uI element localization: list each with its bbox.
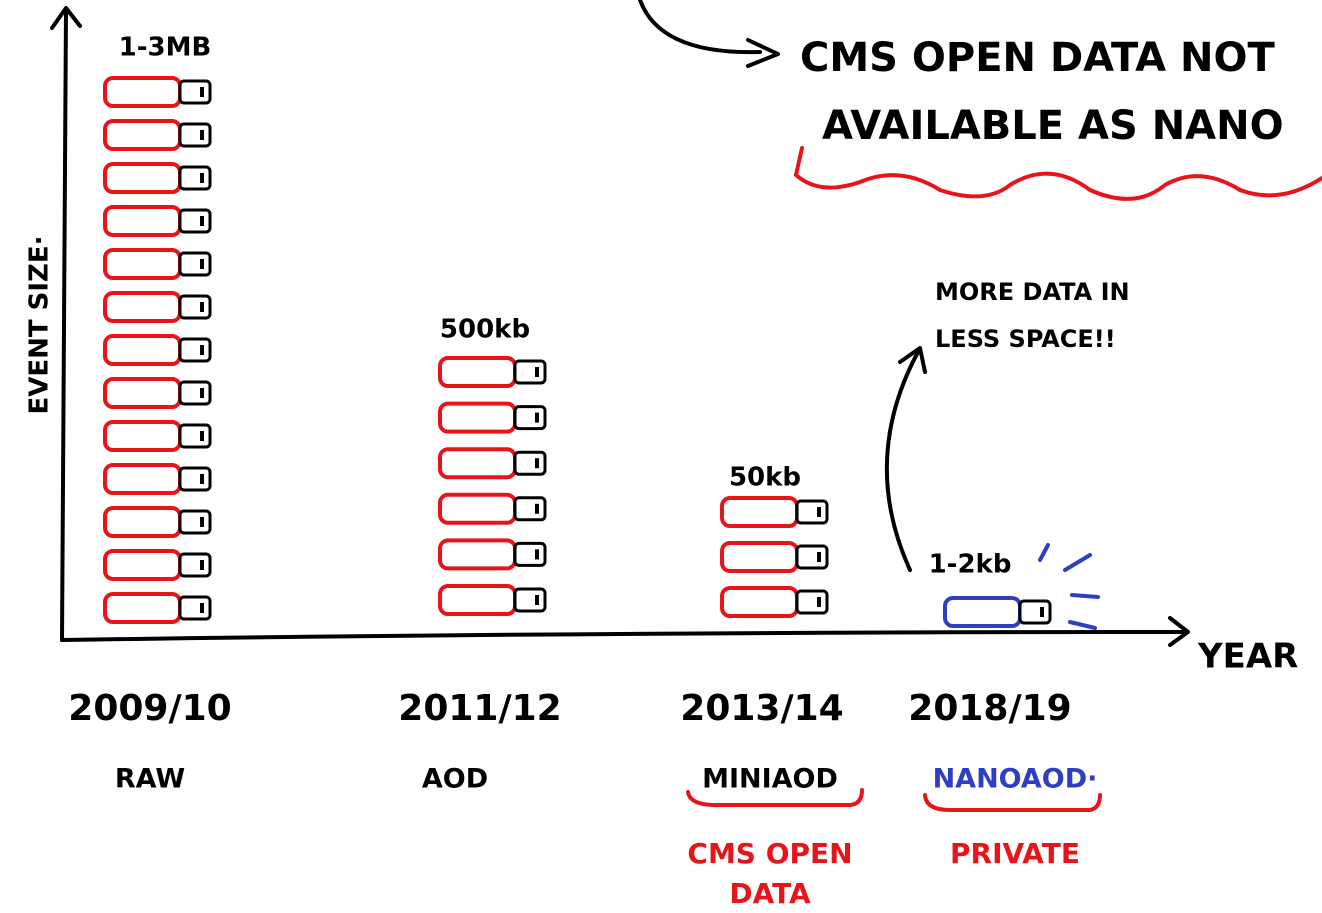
drive-pin [200,345,204,355]
drive-plug [1020,601,1050,623]
drive-pin [1040,607,1044,617]
year-label: 2009/10 [68,688,231,729]
drive-pin [535,549,539,559]
drive-body [105,207,180,235]
drive-body [105,508,180,536]
drive-body [440,586,515,614]
drive-plug [180,81,210,103]
drive-pin [817,552,821,562]
drive-pin [535,595,539,605]
drive-pin [200,173,204,183]
drive-body [105,336,180,364]
drive-body [722,498,797,526]
drive-pin [200,302,204,312]
drive-body [440,540,515,568]
drive-pin [200,216,204,226]
drive-pin [535,458,539,468]
drive-pin [817,597,821,607]
drive-plug [180,382,210,404]
drive-pin [200,431,204,441]
drive-body [105,121,180,149]
format-label: RAW [115,764,185,795]
drive-body [105,422,180,450]
year-label: 2013/14 [680,688,843,729]
format-label: MINIAOD [702,764,838,795]
drive-plug [797,546,827,568]
drive-pin [817,507,821,517]
x-axis-label: YEAR [1197,637,1298,677]
drive-body [945,598,1020,626]
drive-plug [180,167,210,189]
year-label: 2018/19 [908,688,1071,729]
format-label: NANOAOD· [933,764,1098,795]
callout-line: CMS OPEN DATA NOT [800,35,1276,81]
drive-pin [535,367,539,377]
drive-pin [200,603,204,613]
drive-plug [180,253,210,275]
drive-body [440,358,515,386]
callout-arrow [640,0,778,66]
note-label: CMS OPEN [687,837,852,870]
drive-pin [200,560,204,570]
drive-body [105,250,180,278]
drive-plug [515,498,545,520]
drive-pin [535,504,539,514]
drive-plug [515,407,545,429]
drive-plug [797,591,827,613]
year-label: 2011/12 [398,688,561,729]
drive-plug [180,339,210,361]
drive-body [440,495,515,523]
y-axis [52,8,80,640]
drive-plug [515,589,545,611]
drive-body [722,543,797,571]
diagram: EVENT SIZE· YEAR CMS OPEN DATA NOT AVAIL… [0,0,1322,913]
drive-plug [180,210,210,232]
drive-pin [200,87,204,97]
drive-plug [515,543,545,565]
drive-pin [200,259,204,269]
drive-body [440,449,515,477]
drive-body [440,404,515,432]
note-label: PRIVATE [950,837,1080,870]
cloud-underline [796,148,1322,199]
annotation-line: MORE DATA IN [935,278,1130,306]
drive-plug [180,425,210,447]
size-label: 1-3MB [119,33,212,63]
drive-body [105,164,180,192]
drive-body [105,293,180,321]
size-label: 1-2kb [929,550,1012,580]
drive-pin [200,474,204,484]
drive-pin [535,413,539,423]
underline [925,795,1100,810]
drive-pin [200,517,204,527]
drive-body [105,379,180,407]
drive-body [722,588,797,616]
format-label: AOD [422,764,488,795]
drive-plug [797,501,827,523]
drive-body [105,551,180,579]
drive-pin [200,388,204,398]
drive-plug [515,361,545,383]
drive-body [105,594,180,622]
drive-plug [180,511,210,533]
drive-plug [515,452,545,474]
drive-plug [180,468,210,490]
size-label: 500kb [440,315,530,345]
annotation-line: LESS SPACE!! [935,325,1116,353]
drive-pin [200,130,204,140]
drive-plug [180,554,210,576]
drive-plug [180,597,210,619]
size-label: 50kb [729,463,801,493]
note-label: DATA [729,877,811,910]
callout-line: AVAILABLE AS NANO [822,103,1284,149]
drive-plug [180,296,210,318]
y-axis-label: EVENT SIZE· [25,235,55,414]
drive-body [105,78,180,106]
drive-body [105,465,180,493]
drive-plug [180,124,210,146]
annotation-arrow [887,348,925,570]
